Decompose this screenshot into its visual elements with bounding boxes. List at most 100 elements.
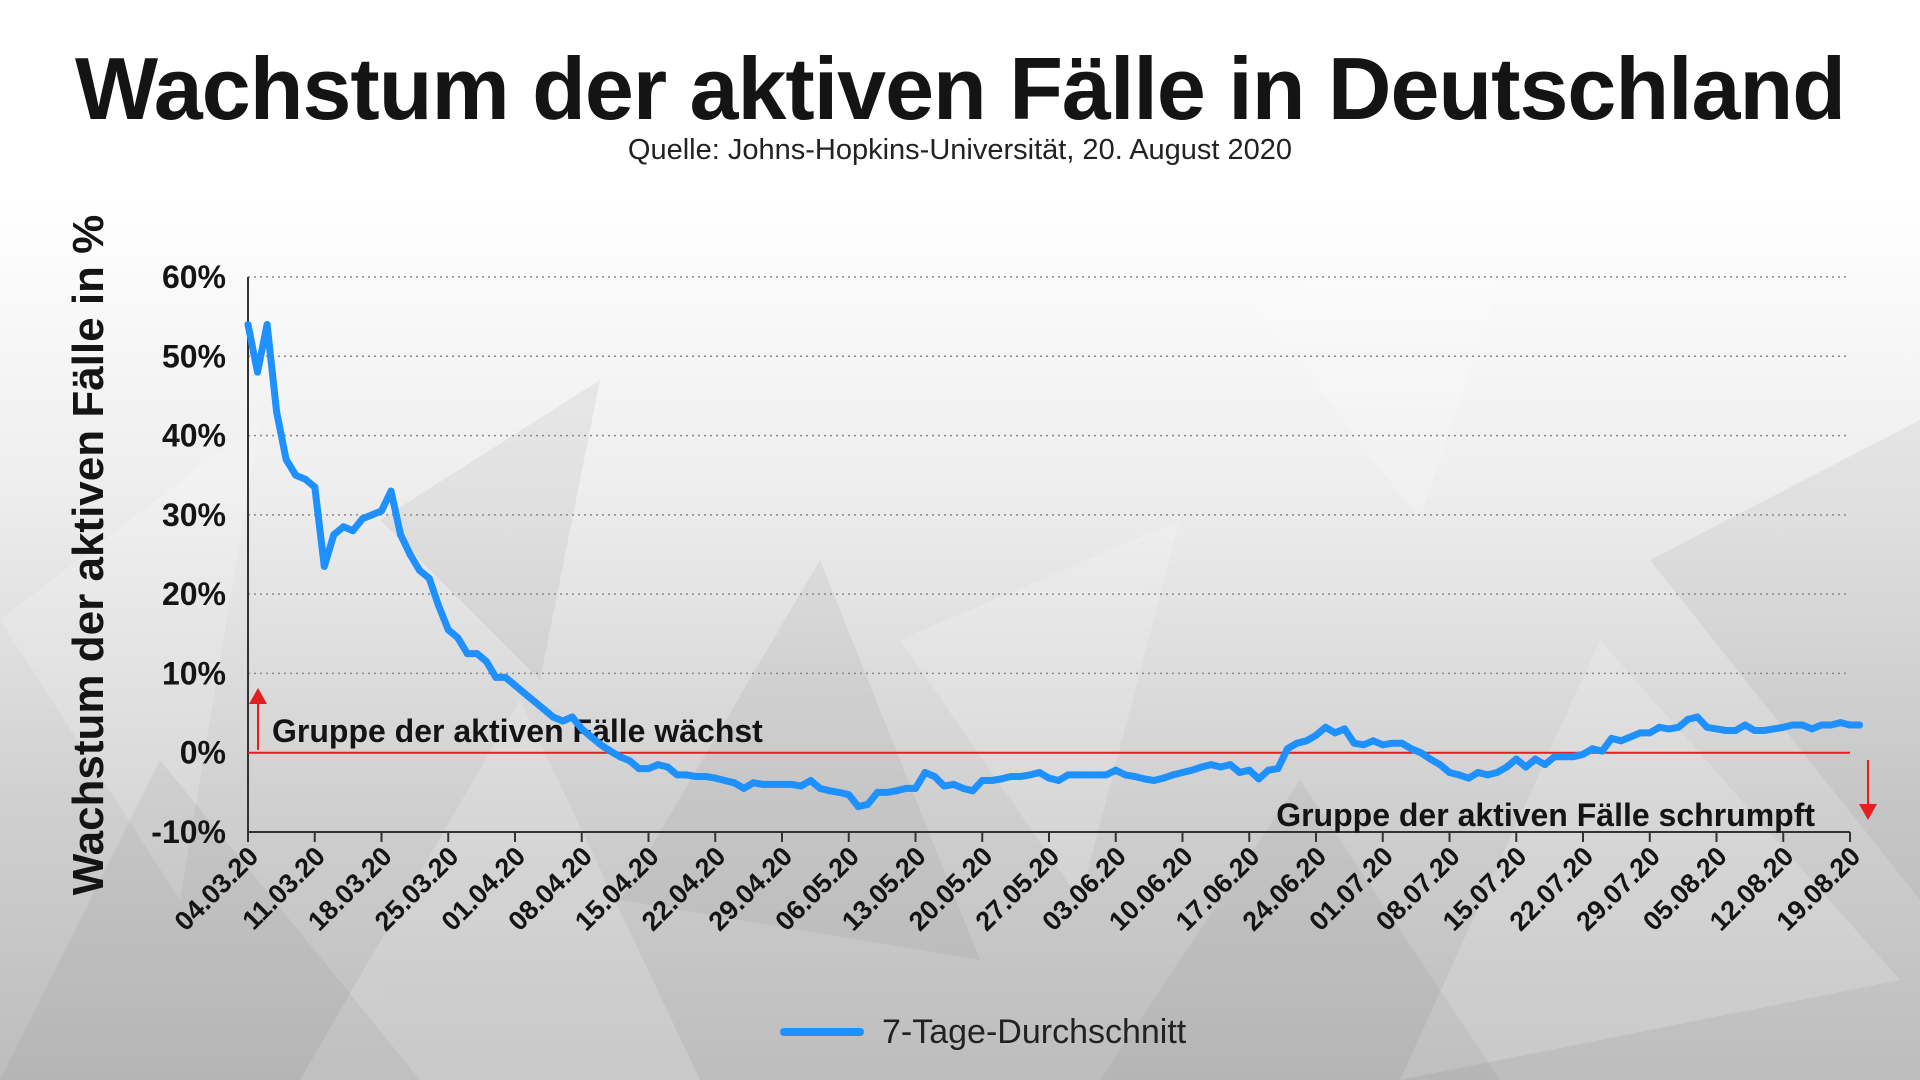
- y-tick-label: 10%: [162, 655, 226, 691]
- data-point: [1465, 774, 1473, 782]
- data-point: [625, 757, 633, 765]
- data-point: [425, 574, 433, 582]
- data-point: [1207, 761, 1215, 769]
- data-point: [730, 779, 738, 787]
- data-point: [339, 523, 347, 531]
- legend: 7-Tage-Durchschnitt: [780, 1010, 1186, 1054]
- data-point: [578, 725, 586, 733]
- data-point: [1398, 739, 1406, 747]
- data-point: [330, 531, 338, 539]
- data-point: [1426, 755, 1434, 763]
- data-point: [502, 673, 509, 681]
- y-tick-label: 30%: [162, 497, 226, 533]
- data-point: [492, 673, 500, 681]
- data-point: [406, 551, 414, 558]
- data-point: [1016, 773, 1024, 780]
- data-point: [654, 761, 662, 769]
- data-point: [1484, 771, 1492, 779]
- data-point: [1760, 727, 1768, 734]
- data-point: [702, 773, 710, 780]
- data-point: [1226, 761, 1234, 769]
- data-point: [1579, 750, 1587, 758]
- grid-lines: [248, 276, 1850, 754]
- data-point: [749, 779, 757, 787]
- data-point: [1350, 739, 1358, 747]
- data-point: [1245, 766, 1253, 774]
- data-point: [521, 689, 528, 697]
- data-point: [1684, 715, 1692, 723]
- data-point: [1379, 741, 1387, 749]
- data-point: [1083, 771, 1091, 779]
- data-point: [1522, 763, 1530, 771]
- data-point: [1779, 723, 1787, 731]
- data-point: [587, 733, 595, 741]
- data-point: [1188, 766, 1196, 774]
- data-point: [1436, 761, 1444, 769]
- data-point: [921, 769, 929, 776]
- chart-subtitle: Quelle: Johns-Hopkins-Universität, 20. A…: [627, 134, 1293, 166]
- data-point: [568, 713, 576, 721]
- data-point: [845, 791, 853, 799]
- data-point: [454, 634, 462, 642]
- data-point: [683, 771, 691, 779]
- data-point: [721, 777, 729, 784]
- data-point: [1541, 761, 1549, 769]
- data-point: [1446, 769, 1453, 776]
- data-point: [854, 803, 862, 811]
- data-point: [950, 780, 958, 788]
- data-point: [1493, 769, 1501, 776]
- data-point: [1531, 755, 1539, 763]
- data-point: [416, 566, 424, 574]
- up-arrow-icon: [249, 688, 267, 704]
- data-point: [1560, 753, 1568, 761]
- data-point: [311, 483, 319, 491]
- data-point: [1407, 745, 1415, 753]
- data-point: [740, 784, 748, 792]
- data-point: [1255, 775, 1263, 783]
- data-point: [1474, 769, 1482, 776]
- data-point: [1550, 753, 1558, 761]
- data-point: [473, 650, 481, 658]
- data-point: [1369, 737, 1377, 745]
- data-point: [835, 788, 843, 796]
- data-point: [769, 780, 776, 788]
- y-tick-labels: 60% 50% 40% 30% 20% 10% 0% -10%: [151, 259, 226, 850]
- data-point: [807, 777, 815, 784]
- data-point: [1856, 721, 1863, 729]
- data-point: [397, 531, 405, 539]
- data-point: [1732, 727, 1740, 734]
- data-point: [1837, 719, 1844, 727]
- data-point: [530, 697, 538, 705]
- data-point: [320, 562, 328, 570]
- data-point: [645, 765, 652, 773]
- data-point: [1322, 723, 1329, 731]
- data-point: [883, 788, 891, 796]
- data-point: [1827, 721, 1835, 729]
- data-point: [969, 787, 977, 795]
- y-axis-label: Wachstum der aktiven Fälle in %: [64, 215, 113, 896]
- data-point: [931, 773, 939, 780]
- data-point: [1112, 766, 1120, 774]
- data-point: [1789, 721, 1797, 729]
- data-point: [463, 650, 471, 658]
- data-point: [1140, 775, 1148, 783]
- data-point: [1608, 734, 1616, 742]
- data-point: [1722, 727, 1730, 734]
- data-point: [1665, 725, 1673, 733]
- data-point: [1751, 727, 1759, 734]
- data-point: [263, 321, 271, 329]
- y-tick-label: -10%: [151, 814, 226, 850]
- data-point: [759, 780, 767, 788]
- data-point: [1293, 739, 1301, 747]
- data-point: [635, 765, 643, 773]
- data-point: [368, 511, 376, 519]
- data-point: [1388, 739, 1396, 747]
- data-point: [978, 777, 986, 784]
- data-point: [788, 780, 795, 788]
- data-point: [1703, 723, 1711, 731]
- data-point: [435, 602, 443, 610]
- y-tick-label: 40%: [162, 418, 226, 454]
- data-point: [912, 784, 919, 792]
- data-point: [597, 741, 605, 749]
- data-point: [1121, 771, 1129, 779]
